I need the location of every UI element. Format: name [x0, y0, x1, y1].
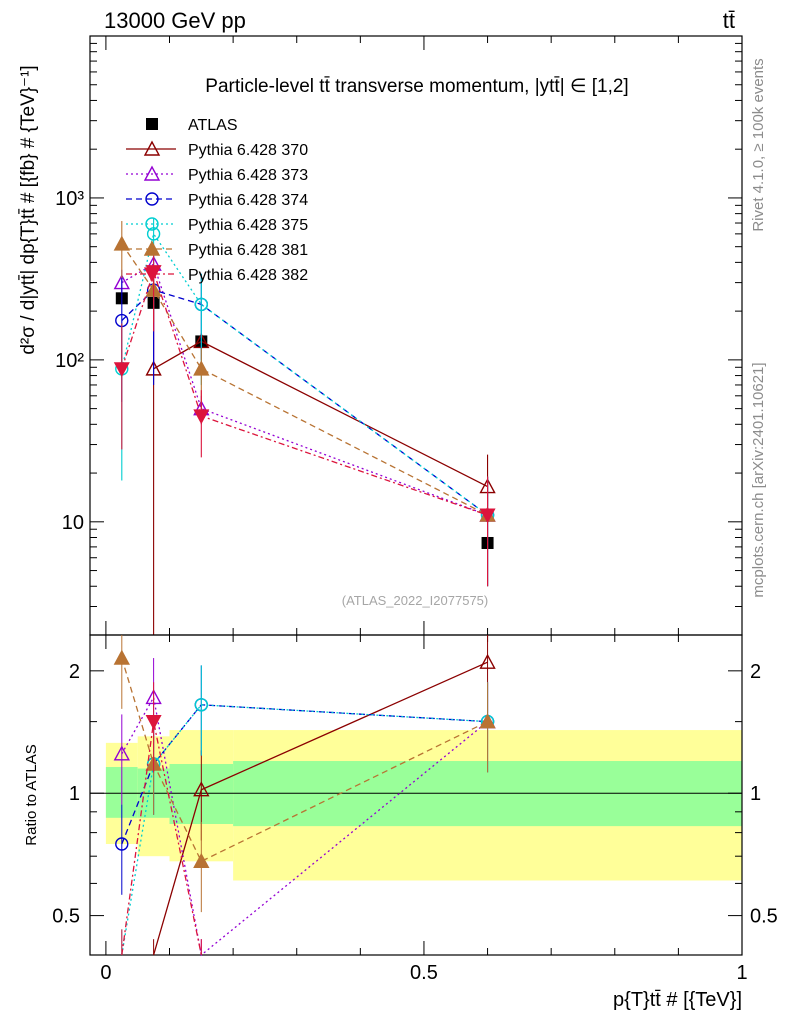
- series-line: [121, 232, 488, 516]
- x-tick-label: 1: [736, 962, 747, 984]
- ratio-y-tick-label: 2: [69, 661, 80, 683]
- ratio-panel: Ratio to ATLAS p{T}tt̄ # [{TeV}] 0.5 0.5 1…: [23, 634, 778, 1011]
- ratio-y-tick-label-right: 0.5: [750, 906, 778, 928]
- ratio-series-pythia-6-428-382: [121, 682, 202, 956]
- data-point: [146, 227, 161, 241]
- mcplots-label: mcplots.cern.ch [arXiv:2401.10621]: [750, 362, 767, 597]
- ratio-point: [113, 745, 130, 761]
- series-line: [121, 269, 488, 516]
- ratio-series: [113, 635, 496, 957]
- data-point: [113, 362, 130, 378]
- process-label: tt̄: [723, 8, 735, 33]
- legend-label: ATLAS: [188, 117, 238, 134]
- ratio-y-tick-label-right: 1: [750, 783, 761, 805]
- legend-entry: Pythia 6.428 373: [126, 165, 308, 184]
- x-tick-label: 0.5: [410, 962, 438, 984]
- data-point: [194, 297, 209, 312]
- series-pythia-6-428-373: [113, 252, 496, 587]
- main-y-tick-label: 10: [62, 512, 84, 534]
- ratio-point: [145, 715, 162, 730]
- data-point: [193, 360, 210, 376]
- legend-label: Pythia 6.428 374: [188, 192, 308, 209]
- ratio-plot-frame: [89, 634, 743, 956]
- ratio-y-tick-label-right: 2: [750, 661, 761, 683]
- ratio-point: [113, 649, 130, 665]
- ratio-ticks: 0.5 0.5 1 1 2 2 0 0.5 1: [52, 635, 778, 984]
- series-pythia-6-428-382: [113, 254, 496, 587]
- ratio-point: [479, 713, 496, 729]
- legend-marker: [145, 217, 159, 231]
- main-y-axis-label: d²σ / d|ytt̄| dp{T}tt̄ # [{fb} # {TeV}⁻¹…: [18, 65, 39, 354]
- legend-marker: [143, 240, 161, 256]
- series-line: [121, 289, 488, 516]
- ratio-series-pythia-6-428-381: [113, 635, 496, 913]
- legend-entry: Pythia 6.428 374: [126, 192, 308, 209]
- main-ticks: 10 10² 10³: [55, 35, 743, 636]
- ratio-point: [115, 837, 129, 851]
- legend-marker: [143, 267, 161, 283]
- analysis-reference: (ATLAS_2022_I2077575): [342, 593, 488, 608]
- ratio-point: [479, 653, 496, 669]
- ratio-line: [121, 704, 488, 956]
- ratio-point: [194, 698, 209, 712]
- legend-label: Pythia 6.428 375: [188, 217, 308, 234]
- legend-entry: Pythia 6.428 382: [126, 267, 308, 284]
- legend-marker: [145, 192, 159, 206]
- data-point: [193, 409, 210, 425]
- main-y-tick-label: 10³: [55, 188, 84, 210]
- ratio-point: [193, 852, 210, 869]
- legend-marker: [143, 165, 161, 181]
- series-line: [121, 243, 488, 516]
- x-axis-label: p{T}tt̄ # [{TeV}]: [613, 989, 742, 1011]
- legend-label: Pythia 6.428 381: [188, 242, 308, 259]
- ratio-y-tick-label: 1: [69, 783, 80, 805]
- collision-label: 13000 GeV pp: [104, 8, 246, 33]
- ratio-line: [121, 695, 488, 957]
- legend-marker: [143, 140, 161, 156]
- ratio-line: [121, 657, 488, 863]
- data-point: [113, 235, 130, 251]
- ratio-y-axis-label: Ratio to ATLAS: [23, 744, 40, 845]
- ratio-line: [121, 721, 202, 956]
- legend-entry: Pythia 6.428 375: [126, 217, 308, 234]
- ratio-y-tick-label: 0.5: [52, 906, 80, 928]
- legend: ATLAS Pythia 6.428 370 Pythia 6.428 373 Pyt…: [126, 117, 308, 284]
- legend-entry: Pythia 6.428 370: [126, 140, 308, 159]
- legend-label: Pythia 6.428 373: [188, 167, 308, 184]
- series-pythia-6-428-370: [145, 285, 496, 635]
- legend-label: Pythia 6.428 382: [188, 267, 308, 284]
- data-point: [479, 508, 496, 524]
- main-panel: Particle-level tt̄ transverse momentum, …: [18, 35, 743, 636]
- ratio-point: [193, 781, 210, 797]
- legend-marker: [146, 118, 158, 130]
- legend-label: Pythia 6.428 370: [188, 142, 308, 159]
- main-series: [113, 218, 496, 635]
- series-line: [121, 263, 488, 516]
- main-y-tick-label: 10²: [55, 350, 84, 372]
- legend-entry: ATLAS: [146, 117, 238, 134]
- main-title: Particle-level tt̄ transverse momentum, …: [205, 76, 628, 97]
- legend-entry: Pythia 6.428 381: [126, 240, 308, 259]
- rivet-label: Rivet 4.1.0, ≥ 100k events: [750, 58, 767, 231]
- x-tick-label: 0: [100, 962, 111, 984]
